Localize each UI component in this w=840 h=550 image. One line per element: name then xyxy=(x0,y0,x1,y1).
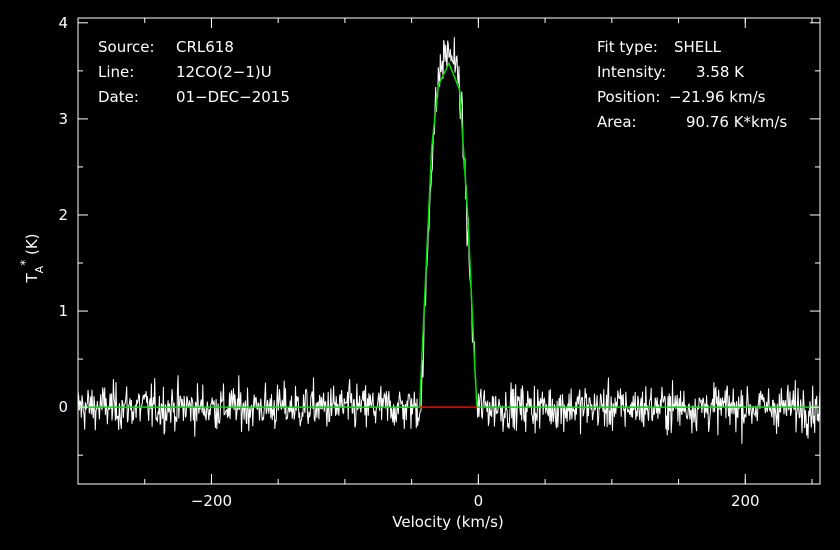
y-tick-label: 3 xyxy=(58,110,68,128)
source-key: Source: xyxy=(98,38,155,56)
y-label-sup: * xyxy=(18,260,32,266)
position-key: Position: xyxy=(597,88,660,106)
fit-curve xyxy=(78,61,820,408)
x-tick-label: 0 xyxy=(474,492,484,510)
spectrum-trace xyxy=(77,37,821,444)
source-value: CRL618 xyxy=(176,38,234,56)
x-axis-label: Velocity (km/s) xyxy=(392,513,503,531)
area-value: 90.76 K*km/s xyxy=(686,113,787,131)
y-label-unit: (K) xyxy=(23,233,41,259)
intensity-key: Intensity: xyxy=(597,63,666,81)
spectrum-line xyxy=(77,37,821,444)
y-tick-label: 1 xyxy=(58,302,68,320)
plot-frame xyxy=(77,17,821,485)
y-label-main: T xyxy=(23,273,41,284)
fit-curve-line xyxy=(78,61,820,408)
date-value: 01−DEC−2015 xyxy=(176,88,290,106)
info-left-panel: Source: CRL618 Line: 12CO(2−1)U Date: 01… xyxy=(98,38,290,106)
x-tick-label: 200 xyxy=(731,492,760,510)
y-tick-label: 0 xyxy=(58,398,68,416)
y-tick-label: 2 xyxy=(58,206,68,224)
info-right-panel: Fit type: SHELL Intensity: 3.58 K Positi… xyxy=(597,38,787,131)
fit-type-value: SHELL xyxy=(674,38,722,56)
line-value: 12CO(2−1)U xyxy=(176,63,272,81)
date-key: Date: xyxy=(98,88,139,106)
intensity-value: 3.58 K xyxy=(696,63,745,81)
line-key: Line: xyxy=(98,63,134,81)
y-tick-label: 4 xyxy=(58,14,68,32)
position-value: −21.96 km/s xyxy=(669,88,766,106)
x-tick-label: −200 xyxy=(191,492,232,510)
y-label-sub: A xyxy=(33,265,46,273)
area-key: Area: xyxy=(597,113,637,131)
plot-border xyxy=(77,17,821,485)
y-axis-label: TA* (K) xyxy=(18,233,46,283)
axis-ticks: −200 0 200 0 1 2 3 4 xyxy=(58,14,820,510)
fit-type-key: Fit type: xyxy=(597,38,658,56)
